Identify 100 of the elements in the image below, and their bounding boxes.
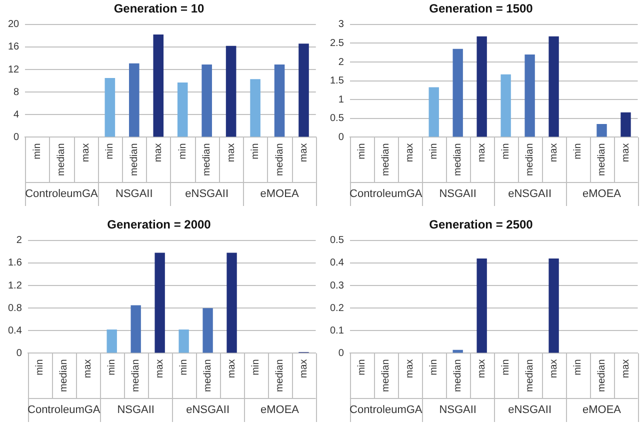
x-tick-label: min [177, 143, 188, 160]
text: ControleumGA [350, 188, 423, 200]
text: NSGAII [439, 188, 476, 200]
x-tick-label: min [572, 359, 584, 376]
x-tick-label: min [572, 143, 584, 160]
x-tick-label: min [428, 359, 440, 376]
y-tick-label: 0.4 [330, 258, 344, 269]
y-tick-label: 0.2 [330, 302, 344, 314]
y-tick-label: 0.1 [330, 325, 344, 336]
y-tick-label: 0 [16, 348, 22, 359]
bar [106, 330, 117, 353]
x-tick-label: median [130, 359, 142, 392]
x-tick-label: median [58, 359, 70, 392]
x-tick-label: max [226, 359, 238, 378]
y-tick-label: 8 [14, 86, 20, 98]
x-tick-label: max [548, 359, 560, 378]
x-tick-label: max [298, 143, 310, 162]
bar [476, 36, 487, 137]
bar [298, 44, 309, 137]
x-tick-label: median [596, 359, 608, 392]
y-tick-label: 1.5 [330, 76, 344, 87]
y-tick-label: 20 [8, 19, 20, 30]
chart-title: Generation = 1500 [429, 2, 534, 16]
x-tick-label: median [596, 143, 608, 176]
chart-title: Generation = 10 [114, 2, 205, 16]
x-tick-label: median [128, 143, 140, 176]
text: eMOEA [582, 404, 622, 416]
x-tick-label: min [34, 359, 46, 376]
x-tick-label: min [356, 143, 368, 160]
text: eNSGAII [508, 188, 552, 200]
y-tick-label: 0 [14, 132, 20, 143]
text: NSGAII [116, 188, 153, 200]
x-tick-label: median [452, 143, 464, 176]
x-tick-label: max [154, 359, 166, 378]
bar [524, 54, 535, 137]
y-tick-label: 0.8 [8, 302, 22, 314]
bar [154, 252, 165, 353]
x-tick-label: max [298, 359, 310, 378]
x-tick-label: min [428, 143, 440, 160]
bar [428, 87, 439, 137]
y-tick-label: 4 [14, 109, 20, 120]
chart-title: Generation = 2000 [107, 218, 212, 232]
y-tick-label: 0.5 [330, 235, 344, 246]
x-tick-label: max [404, 143, 416, 162]
y-tick-label: 16 [8, 42, 20, 53]
bar [620, 112, 631, 137]
x-tick-label: median [524, 143, 536, 176]
x-tick-label: min [250, 143, 262, 160]
chart-title: Generation = 2500 [429, 218, 534, 232]
x-tick-label: max [80, 143, 92, 162]
y-tick-label: 0.3 [330, 280, 344, 292]
x-tick-label: max [620, 359, 632, 378]
text: eMOEA [260, 404, 300, 416]
text: NSGAII [439, 404, 476, 416]
x-tick-label: min [250, 359, 262, 376]
y-tick-label: 0.5 [330, 113, 344, 124]
text: eNSGAII [508, 404, 552, 416]
bar [202, 64, 212, 137]
text: NSGAII [117, 404, 154, 416]
text: eMOEA [582, 188, 622, 200]
x-tick-label: min [500, 359, 512, 376]
y-tick-label: 1 [338, 94, 344, 106]
y-tick-label: 12 [8, 64, 20, 76]
text: eNSGAII [186, 404, 230, 416]
x-tick-label: max [226, 143, 237, 162]
bar [177, 82, 188, 137]
x-tick-label: median [274, 143, 286, 176]
x-tick-label: min [104, 143, 116, 160]
x-tick-label: median [202, 359, 214, 392]
bar [153, 34, 164, 137]
bar [452, 48, 463, 137]
x-tick-label: max [548, 143, 560, 162]
x-tick-label: median [274, 359, 286, 392]
x-tick-label: max [404, 359, 416, 378]
bar [202, 308, 213, 353]
x-tick-label: median [452, 359, 464, 392]
x-tick-label: median [380, 359, 392, 392]
x-tick-label: min [178, 359, 190, 376]
x-tick-label: max [82, 359, 94, 378]
y-tick-label: 2 [338, 56, 344, 68]
bar [129, 63, 140, 137]
y-tick-label: 0 [338, 348, 344, 359]
text: ControleumGA [25, 188, 98, 200]
bar [500, 74, 511, 137]
y-tick-label: 0.4 [8, 325, 22, 336]
x-tick-label: min [500, 143, 512, 160]
y-tick-label: 2.5 [330, 38, 344, 49]
x-tick-label: median [524, 359, 536, 392]
bar [596, 124, 607, 137]
y-tick-label: 1.6 [8, 258, 22, 269]
text: eNSGAII [185, 188, 229, 200]
x-tick-label: max [620, 143, 632, 162]
x-tick-label: min [106, 359, 118, 376]
x-tick-label: median [380, 143, 392, 176]
x-tick-label: median [202, 143, 213, 176]
y-tick-label: 0 [338, 132, 344, 143]
bar [104, 78, 116, 137]
text: ControleumGA [28, 404, 101, 416]
bar [226, 46, 236, 137]
y-tick-label: 3 [338, 19, 344, 30]
